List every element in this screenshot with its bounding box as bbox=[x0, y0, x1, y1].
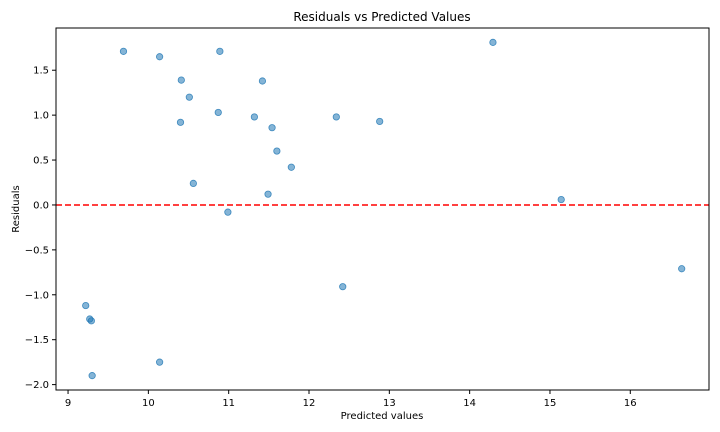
y-tick-label: −1.0 bbox=[25, 290, 49, 301]
data-point bbox=[287, 163, 295, 171]
y-tick-label: 1.5 bbox=[33, 66, 49, 77]
data-point bbox=[185, 93, 193, 101]
data-point bbox=[339, 283, 347, 291]
data-point bbox=[156, 53, 164, 61]
x-tick-label: 13 bbox=[383, 398, 396, 409]
data-point bbox=[88, 372, 96, 380]
data-point bbox=[82, 301, 90, 310]
data-point bbox=[250, 113, 258, 121]
data-point bbox=[176, 118, 185, 126]
data-point bbox=[489, 38, 497, 46]
y-axis-ticks: −2.0 −1.5 −1.0 −0.5 0.0 0.5 1.0 1.5 bbox=[25, 66, 56, 391]
x-tick-label: 16 bbox=[624, 398, 637, 409]
x-axis-ticks: 9 10 11 12 13 14 15 16 bbox=[65, 390, 637, 409]
y-tick-label: −1.5 bbox=[25, 335, 49, 346]
x-tick-label: 14 bbox=[463, 398, 476, 409]
plot-frame bbox=[55, 27, 710, 391]
chart-title: Residuals vs Predicted Values bbox=[293, 10, 470, 24]
data-point bbox=[189, 179, 197, 187]
x-tick-label: 15 bbox=[544, 398, 557, 409]
y-tick-label: −2.0 bbox=[25, 380, 49, 391]
data-point bbox=[214, 108, 222, 117]
data-point bbox=[376, 117, 384, 126]
x-tick-label: 11 bbox=[222, 398, 235, 409]
y-tick-label: −0.5 bbox=[25, 245, 49, 256]
x-tick-label: 12 bbox=[303, 398, 316, 409]
data-point bbox=[87, 317, 95, 325]
y-tick-label: 0.0 bbox=[33, 200, 49, 211]
data-point bbox=[557, 195, 565, 204]
scatter-points bbox=[82, 38, 686, 380]
data-point bbox=[332, 113, 340, 121]
data-point bbox=[156, 358, 164, 366]
data-point bbox=[177, 76, 185, 84]
data-point bbox=[216, 47, 224, 55]
y-axis-label: Residuals bbox=[11, 185, 22, 232]
y-tick-label: 1.0 bbox=[33, 111, 49, 122]
x-tick-label: 10 bbox=[142, 398, 155, 409]
data-point bbox=[224, 208, 232, 216]
data-point bbox=[273, 147, 281, 155]
data-point bbox=[268, 124, 276, 132]
x-axis-label: Predicted values bbox=[341, 411, 424, 422]
x-tick-label: 9 bbox=[65, 398, 71, 409]
data-point bbox=[264, 190, 272, 198]
data-point bbox=[258, 77, 267, 85]
data-point bbox=[678, 265, 686, 273]
y-tick-label: 0.5 bbox=[33, 156, 49, 167]
data-point bbox=[119, 47, 128, 55]
